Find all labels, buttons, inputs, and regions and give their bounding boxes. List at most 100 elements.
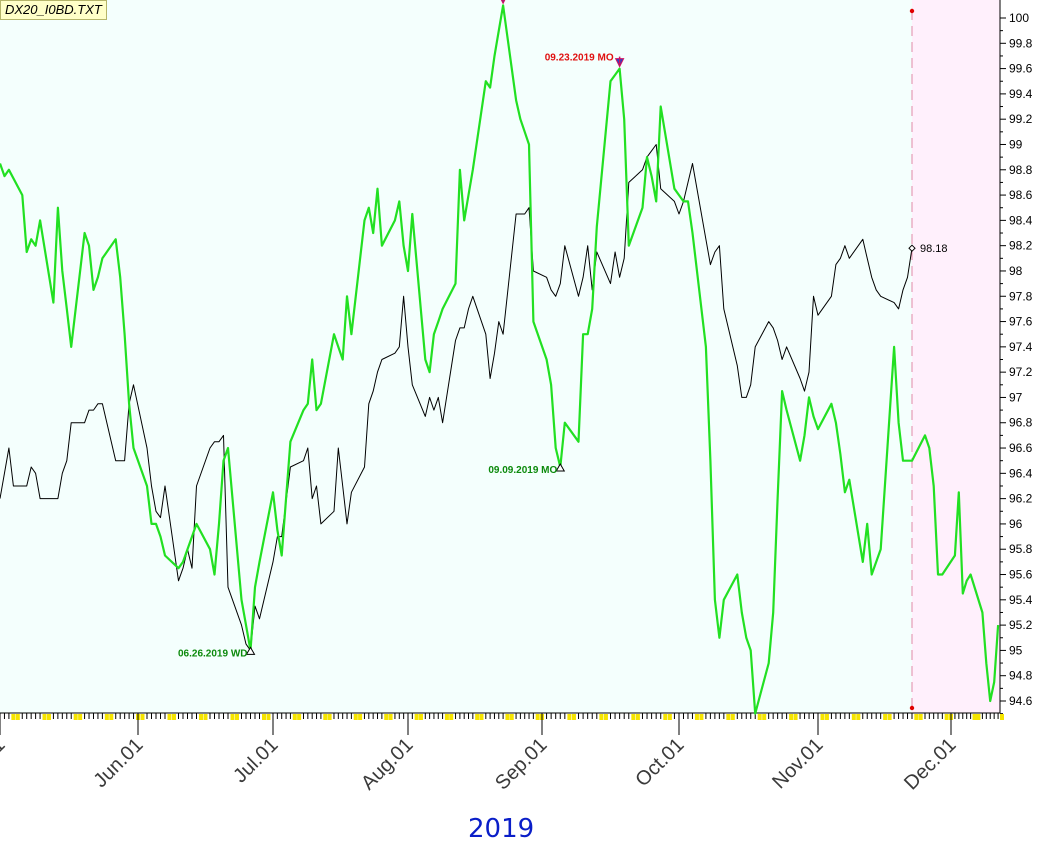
weekend-marker [266, 714, 271, 720]
weekend-marker [856, 714, 861, 720]
weekend-marker [353, 714, 358, 720]
weekend-marker [793, 714, 798, 720]
weekend-marker [167, 714, 172, 720]
weekend-marker [15, 714, 20, 720]
weekend-marker [509, 714, 514, 720]
y-tick-label: 98.4 [1009, 213, 1033, 227]
y-tick-label: 96 [1009, 517, 1023, 531]
y-tick-label: 96.4 [1009, 466, 1033, 480]
low-label: 09.09.2019 MO [488, 465, 557, 476]
y-tick-label: 94.6 [1009, 694, 1033, 708]
x-month-label: 01 [0, 734, 10, 765]
weekend-marker [449, 714, 454, 720]
x-axis-strip [0, 713, 1000, 720]
weekend-marker [762, 714, 767, 720]
plot-background [0, 0, 1000, 713]
weekend-marker [235, 714, 239, 720]
weekend-marker [388, 714, 393, 720]
y-tick-label: 99.4 [1009, 87, 1033, 101]
y-tick-label: 99.8 [1009, 36, 1033, 50]
weekend-marker [631, 714, 636, 720]
last-value-label: 98.18 [920, 243, 948, 255]
x-month-label: Jul.01 [229, 734, 282, 787]
weekend-marker [172, 714, 176, 720]
weekend-marker [418, 714, 423, 720]
weekend-marker [78, 714, 83, 720]
y-tick-label: 98 [1009, 264, 1023, 278]
weekend-marker [42, 714, 47, 720]
series-1-line [0, 144, 913, 651]
weekend-marker [918, 714, 923, 720]
weekend-marker [976, 714, 981, 720]
weekend-marker [479, 714, 484, 720]
weekend-marker [297, 714, 302, 720]
y-tick-label: 95.2 [1009, 618, 1033, 632]
weekend-marker [262, 714, 266, 720]
weekend-marker [883, 714, 888, 720]
weekend-marker [203, 714, 208, 720]
weekend-marker [475, 714, 480, 720]
y-tick-label: 96.6 [1009, 441, 1033, 455]
weekend-marker [571, 714, 576, 720]
weekend-marker [384, 714, 389, 720]
y-tick-label: 98.8 [1009, 163, 1033, 177]
weekend-marker [358, 714, 363, 720]
weekend-marker [599, 714, 604, 720]
weekend-marker [694, 714, 699, 720]
y-tick-label: 99 [1009, 137, 1023, 151]
weekend-marker [327, 714, 332, 720]
weekend-marker [11, 714, 16, 720]
y-tick-label: 95.6 [1009, 568, 1033, 582]
y-tick-label: 96.8 [1009, 416, 1033, 430]
weekend-marker [663, 714, 668, 720]
series-layer [0, 4, 1000, 715]
x-month-label: Aug.01 [357, 734, 417, 794]
weekend-marker [914, 714, 919, 720]
weekend-marker [323, 714, 328, 720]
y-tick-label: 98.2 [1009, 239, 1033, 253]
x-month-label: Oct.01 [631, 734, 688, 791]
weekend-marker [699, 714, 704, 720]
x-month-label: Jun.01 [90, 734, 148, 792]
y-tick-label: 99.2 [1009, 112, 1033, 126]
weekend-marker [199, 714, 203, 720]
x-month-label: Dec.01 [900, 734, 960, 794]
weekend-marker [789, 714, 794, 720]
weekend-marker [820, 714, 825, 720]
low-marker [245, 646, 256, 655]
y-tick-label: 95.8 [1009, 542, 1033, 556]
weekend-marker [635, 714, 640, 720]
weekend-marker [887, 714, 892, 720]
weekend-marker [667, 714, 672, 720]
weekend-marker [1000, 714, 1004, 720]
y-tick-label: 95 [1009, 643, 1023, 657]
y-tick-label: 100 [1009, 11, 1029, 25]
y-tick-label: 97.4 [1009, 340, 1033, 354]
high-marker [500, 0, 506, 5]
y-tick-label: 98.6 [1009, 188, 1033, 202]
y-tick-label: 94.8 [1009, 669, 1033, 683]
projection-background [912, 0, 1000, 713]
weekend-marker [730, 714, 735, 720]
high-label: 09.23.2019 MO [545, 53, 614, 64]
weekend-marker [140, 714, 145, 720]
weekend-marker [726, 714, 731, 720]
weekend-marker [757, 714, 762, 720]
y-tick-label: 99.6 [1009, 62, 1033, 76]
series-2-line [0, 4, 1000, 715]
divider-marker-bottom [909, 705, 915, 711]
weekend-marker [603, 714, 608, 720]
x-month-label: Nov.01 [768, 734, 827, 793]
weekend-marker [824, 714, 829, 720]
window-title: DX20_I0BD.TXT [0, 0, 107, 20]
last-value-marker [908, 244, 916, 252]
x-axis-year-label: 2019 [468, 814, 535, 844]
weekend-marker [292, 714, 297, 720]
weekend-marker [505, 714, 510, 720]
low-marker [555, 463, 566, 472]
weekend-marker [46, 714, 51, 720]
weekend-marker [109, 714, 114, 720]
weekend-marker [535, 714, 540, 720]
history-background [0, 0, 912, 713]
